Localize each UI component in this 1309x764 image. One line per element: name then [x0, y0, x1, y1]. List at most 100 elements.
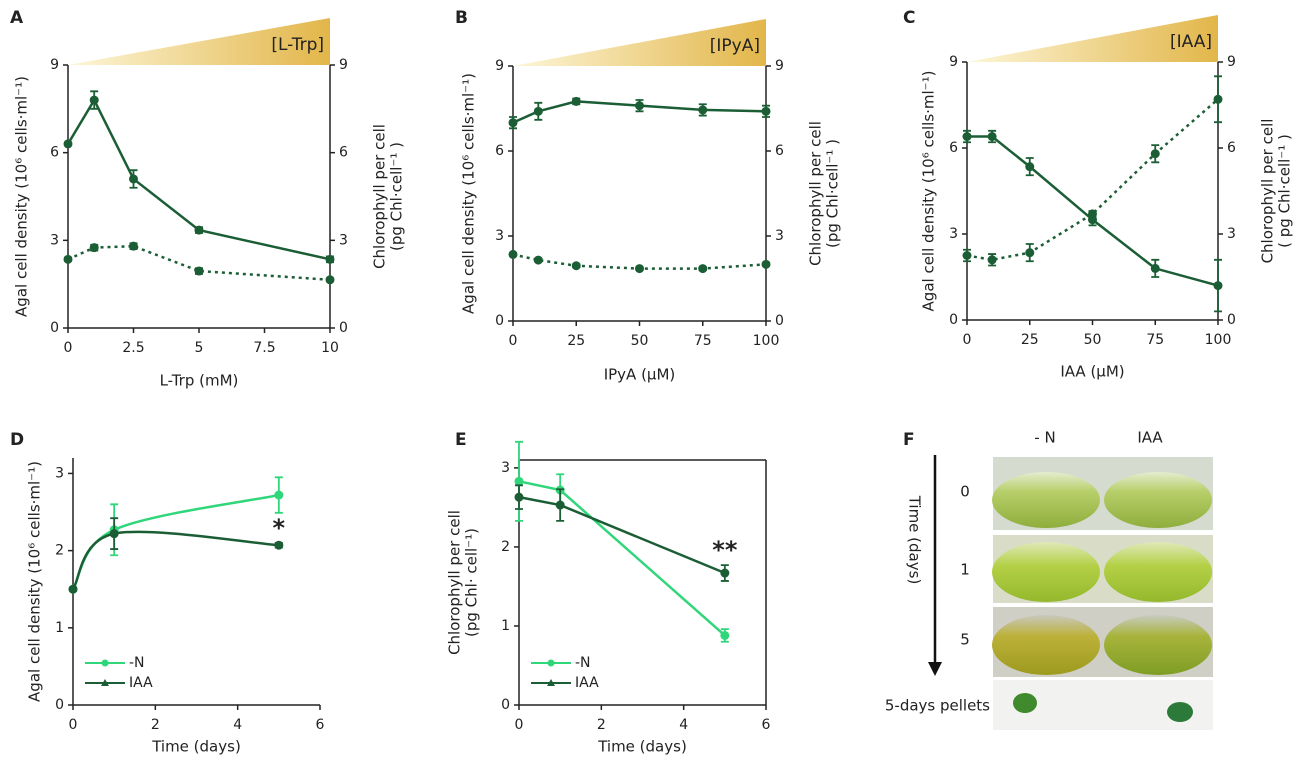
x-axis-label: Time (days) [151, 738, 241, 756]
data-point [1150, 263, 1160, 273]
y2-axis-label: ( pg Chl·cell⁻¹ ) [1276, 134, 1294, 248]
data-point [761, 259, 771, 269]
data-point [274, 540, 284, 550]
y-tick-label: 2 [501, 539, 510, 555]
x-axis-label: IAA (µM) [1060, 363, 1124, 381]
x-tick-label: 6 [762, 717, 771, 733]
panel-letter: F [903, 430, 915, 450]
arrow-head [928, 662, 942, 676]
data-point [987, 132, 997, 142]
data-point [635, 101, 644, 111]
data-point [274, 490, 284, 500]
x-tick-label: 5 [195, 340, 204, 356]
triangle-label: [IAA] [1170, 32, 1212, 52]
series-line [518, 495, 726, 575]
legend-label: IAA [129, 675, 153, 691]
y-tick-label: 9 [50, 57, 59, 73]
data-point [508, 118, 518, 128]
x-tick-label: 25 [1021, 332, 1039, 348]
data-point [962, 132, 972, 142]
data-point [571, 96, 581, 106]
y-tick-label: 6 [50, 145, 59, 161]
series-line [512, 100, 767, 124]
data-point [761, 106, 771, 116]
annotation: ** [712, 536, 738, 564]
x-tick-label: 0 [509, 333, 518, 349]
legend-marker [547, 659, 555, 667]
row-label: 1 [960, 561, 970, 579]
data-point [129, 174, 138, 184]
y2-tick-label: 3 [775, 228, 784, 244]
data-point [194, 266, 204, 276]
legend-marker [101, 679, 109, 686]
data-point [514, 476, 524, 486]
flask [992, 615, 1100, 675]
x-tick-label: 4 [233, 717, 242, 733]
x-tick-label: 50 [1084, 332, 1102, 348]
y2-tick-label: 9 [339, 57, 348, 73]
data-point [698, 105, 708, 115]
gradient-triangle [513, 19, 766, 66]
axis-label: Time (days) [906, 495, 924, 585]
data-point [508, 249, 518, 259]
series-line [66, 97, 331, 261]
data-point [63, 254, 73, 264]
triangle-label: [IPyA] [710, 36, 760, 56]
photo-panel: F - N IAA Time (days) 0 1 5 5-days pelle… [885, 429, 1213, 730]
data-point [325, 254, 335, 264]
x-tick-label: 100 [753, 333, 780, 349]
x-tick-label: 7.5 [253, 340, 275, 356]
y-axis-label: Agal cell density (10⁶ cells·ml⁻¹) [920, 71, 938, 312]
row-label: 5-days pellets [885, 697, 990, 715]
x-tick-label: 10 [321, 340, 339, 356]
row-label: 5 [960, 631, 970, 649]
x-axis-label: L-Trp (mM) [160, 372, 239, 390]
y2-tick-label: 9 [775, 58, 784, 74]
y2-axis-label: Chlorophyll per cell [1259, 119, 1277, 264]
x-axis-label: IPyA (µM) [604, 366, 676, 384]
legend-label: IAA [575, 675, 599, 691]
data-point [68, 584, 78, 594]
y-tick-label: 0 [55, 697, 64, 713]
y-tick-label: 3 [495, 228, 504, 244]
y-axis-label: (pg Chl· cell⁻¹) [463, 528, 481, 637]
y-tick-label: 0 [949, 312, 958, 328]
x-tick-label: 0 [515, 717, 524, 733]
annotation: * [273, 514, 286, 542]
y-tick-label: 6 [495, 143, 504, 159]
panel-letter: C [903, 8, 915, 28]
y2-axis-label: (pg Chl·cell⁻¹ ) [388, 142, 406, 251]
pellet [1013, 693, 1037, 713]
y-tick-label: 6 [949, 140, 958, 156]
y-tick-label: 9 [949, 54, 958, 70]
x-tick-label: 2 [151, 717, 160, 733]
y-tick-label: 1 [55, 620, 64, 636]
x-tick-label: 4 [679, 717, 688, 733]
data-point [533, 255, 543, 265]
data-point [89, 95, 99, 105]
data-point [533, 106, 543, 116]
data-point [1088, 209, 1097, 219]
pellet [1167, 702, 1193, 722]
x-tick-label: 0 [963, 332, 972, 348]
legend-label: -N [575, 655, 591, 671]
y2-axis-label: Chlorophyll per cell [807, 121, 825, 266]
y2-axis-label: (pg Chl·cell⁻¹ ) [824, 139, 842, 248]
column-label: - N [1034, 429, 1055, 447]
x-tick-label: 75 [694, 333, 712, 349]
y2-tick-label: 9 [1227, 54, 1236, 70]
panel-letter: D [10, 430, 24, 450]
x-tick-label: 25 [567, 333, 585, 349]
data-point [1213, 94, 1223, 104]
data-point [720, 568, 730, 578]
y-tick-label: 1 [501, 618, 510, 634]
y-tick-label: 0 [50, 320, 59, 336]
data-point [109, 529, 119, 539]
y2-tick-label: 6 [1227, 140, 1236, 156]
y-tick-label: 2 [55, 543, 64, 559]
y2-tick-label: 0 [1227, 312, 1236, 328]
row-label: 0 [960, 483, 970, 501]
flask [1104, 472, 1212, 528]
